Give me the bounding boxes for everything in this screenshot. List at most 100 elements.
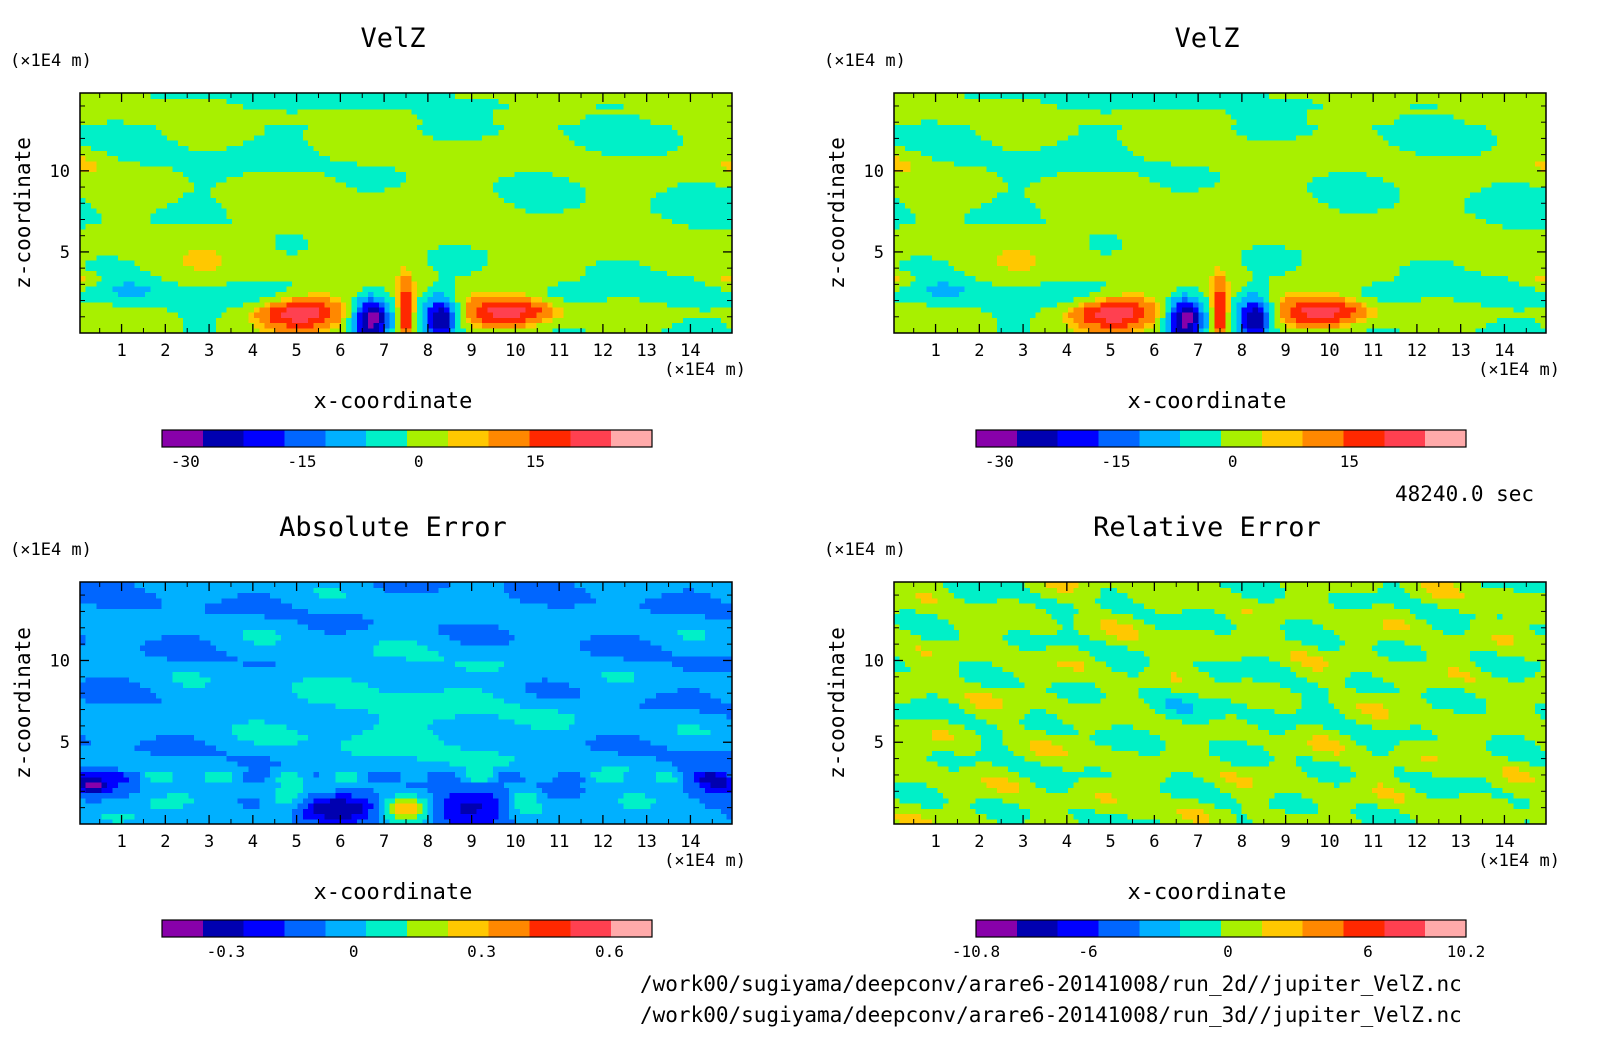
heatmap-cell (254, 145, 260, 151)
heatmap-cell (216, 208, 222, 214)
heatmap-cell (439, 176, 445, 182)
heatmap-cell (444, 286, 450, 292)
heatmap-cell (281, 307, 287, 313)
heatmap-cell (406, 124, 412, 130)
heatmap-cell (439, 250, 445, 256)
heatmap-cell (319, 286, 325, 292)
heatmap-cell (352, 255, 358, 261)
heatmap-cell (145, 307, 151, 313)
heatmap-cell (254, 218, 260, 224)
heatmap-cell (96, 150, 102, 156)
heatmap-cell (123, 296, 129, 302)
heatmap-cell (243, 307, 249, 313)
heatmap-cell (640, 156, 646, 162)
heatmap-cell (243, 197, 249, 203)
heatmap-cell (292, 176, 298, 182)
heatmap-cell (439, 302, 445, 308)
heatmap-cell (254, 182, 260, 188)
heatmap-cell (710, 166, 716, 172)
heatmap-cell (118, 135, 124, 141)
heatmap-cell (596, 192, 602, 198)
heatmap-cell (547, 291, 553, 297)
heatmap-cell (547, 234, 553, 240)
heatmap-cell (417, 291, 423, 297)
heatmap-cell (151, 307, 157, 313)
heatmap-cell (433, 203, 439, 209)
heatmap-cell (123, 187, 129, 193)
heatmap-cell (411, 192, 417, 198)
heatmap-cell (547, 323, 553, 329)
heatmap-cell (118, 208, 124, 214)
heatmap-cell (232, 276, 238, 282)
heatmap-cell (444, 276, 450, 282)
heatmap-cell (113, 171, 119, 177)
heatmap-cell (96, 250, 102, 256)
heatmap-cell (640, 223, 646, 229)
heatmap-cell (265, 291, 271, 297)
heatmap-cell (444, 307, 450, 313)
heatmap-cell (205, 203, 211, 209)
heatmap-cell (629, 223, 635, 229)
heatmap-cell (210, 208, 216, 214)
heatmap-cell (123, 161, 129, 167)
heatmap-cell (477, 182, 483, 188)
heatmap-cell (406, 317, 412, 323)
heatmap-cell (145, 218, 151, 224)
heatmap-cell (297, 119, 303, 125)
heatmap-cell (281, 244, 287, 250)
heatmap-cell (281, 317, 287, 323)
heatmap-cell (297, 291, 303, 297)
heatmap-cell (243, 218, 249, 224)
heatmap-cell (721, 286, 727, 292)
heatmap-cell (623, 135, 629, 141)
heatmap-cell (145, 270, 151, 276)
heatmap-cell (286, 307, 292, 313)
heatmap-cell (156, 286, 162, 292)
heatmap-cell (498, 161, 504, 167)
heatmap-cell (178, 229, 184, 235)
heatmap-cell (580, 176, 586, 182)
heatmap-cell (276, 234, 282, 240)
heatmap-cell (200, 281, 206, 287)
heatmap-cell (210, 234, 216, 240)
heatmap-cell (172, 182, 178, 188)
heatmap-cell (634, 182, 640, 188)
heatmap-cell (596, 323, 602, 329)
heatmap-cell (428, 213, 434, 219)
heatmap-cell (384, 156, 390, 162)
heatmap-cell (286, 114, 292, 120)
heatmap-cell (645, 192, 651, 198)
heatmap-cell (542, 135, 548, 141)
heatmap-cell (558, 223, 564, 229)
heatmap-cell (607, 286, 613, 292)
heatmap-cell (623, 255, 629, 261)
heatmap-cell (113, 187, 119, 193)
heatmap-cell (536, 182, 542, 188)
heatmap-cell (672, 166, 678, 172)
heatmap-cell (509, 223, 515, 229)
heatmap-cell (520, 218, 526, 224)
heatmap-cell (656, 291, 662, 297)
heatmap-cell (265, 260, 271, 266)
heatmap-cell (488, 270, 494, 276)
heatmap-cell (460, 114, 466, 120)
heatmap-cell (384, 218, 390, 224)
heatmap-cell (580, 187, 586, 193)
heatmap-cell (439, 255, 445, 261)
heatmap-cell (216, 307, 222, 313)
heatmap-cell (645, 156, 651, 162)
heatmap-cell (151, 270, 157, 276)
heatmap-cell (455, 250, 461, 256)
heatmap-cell (189, 197, 195, 203)
heatmap-cell (118, 213, 124, 219)
heatmap-cell (444, 114, 450, 120)
heatmap-cell (661, 302, 667, 308)
heatmap-cell (542, 203, 548, 209)
heatmap-cell (694, 296, 700, 302)
heatmap-cell (189, 213, 195, 219)
heatmap-cell (243, 286, 249, 292)
heatmap-cell (536, 244, 542, 250)
heatmap-cell (384, 239, 390, 245)
heatmap-cell (515, 197, 521, 203)
heatmap-cell (629, 270, 635, 276)
